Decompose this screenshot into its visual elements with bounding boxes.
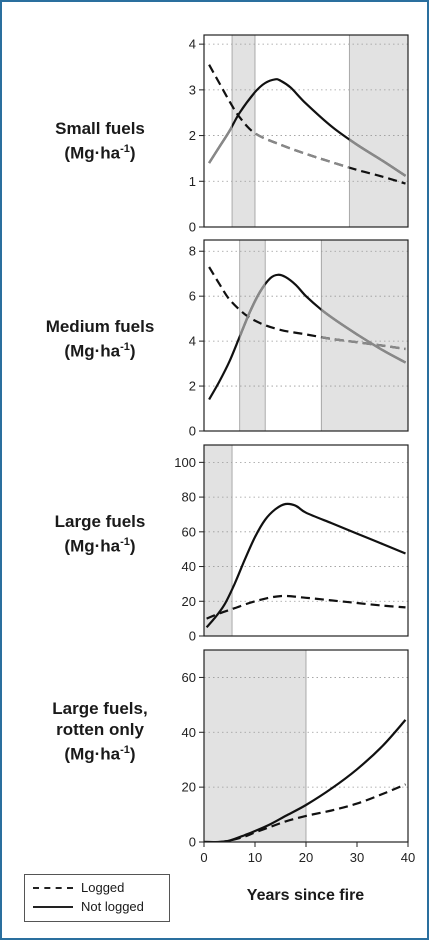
panel-title: Small fuels (55, 119, 145, 138)
y-tick-label: 6 (189, 289, 196, 304)
y-tick-label: 100 (174, 455, 196, 470)
panel-unit: (Mg·ha-1) (64, 744, 136, 764)
solid-line-swatch (33, 906, 73, 908)
x-tick-label: 10 (248, 850, 262, 865)
y-tick-label: 0 (189, 835, 196, 850)
panel-unit: (Mg·ha-1) (64, 536, 136, 556)
y-tick-label: 4 (189, 334, 196, 349)
panel-title: Medium fuels (45, 317, 155, 336)
panel-title: Large fuels (54, 512, 146, 531)
panel-label-large-rotten: Large fuels, rotten only (Mg·ha-1) (5, 698, 195, 765)
series-line-logged (206, 594, 406, 620)
panel-label-small-fuels: Small fuels (Mg·ha-1) (5, 118, 195, 164)
y-tick-label: 20 (182, 780, 196, 795)
y-tick-label: 80 (182, 490, 196, 505)
legend-label-logged: Logged (81, 880, 125, 895)
y-tick-label: 2 (189, 128, 196, 143)
shaded-region (203, 444, 233, 637)
y-tick-label: 0 (189, 424, 196, 439)
series-line-gray-segment (208, 123, 233, 164)
y-tick-label: 60 (182, 524, 196, 539)
y-tick-label: 40 (182, 559, 196, 574)
panel-label-large-fuels: Large fuels (Mg·ha-1) (5, 511, 195, 557)
series-line-gray-segment (321, 335, 406, 351)
y-tick-label: 3 (189, 82, 196, 97)
legend-item-not-logged: Not logged (33, 898, 144, 916)
y-tick-label: 0 (189, 629, 196, 644)
series-line-logged (208, 64, 406, 185)
shaded-region (348, 34, 409, 228)
legend-label-not-logged: Not logged (81, 899, 144, 914)
y-tick-label: 0 (189, 220, 196, 235)
shaded-region (231, 34, 256, 228)
y-tick-label: 2 (189, 379, 196, 394)
series-line-logged (204, 783, 406, 842)
panel-unit: (Mg·ha-1) (64, 143, 136, 163)
legend-item-logged: Logged (33, 879, 124, 897)
panel-title-line2: rotten only (56, 720, 144, 739)
panel-unit: (Mg·ha-1) (64, 341, 136, 361)
y-tick-label: 60 (182, 670, 196, 685)
legend: Logged Not logged (24, 874, 170, 922)
shaded-region (203, 649, 307, 843)
x-tick-label: 0 (200, 850, 207, 865)
y-tick-label: 20 (182, 594, 196, 609)
y-tick-label: 8 (189, 244, 196, 259)
panel-title: Large fuels, (52, 699, 148, 718)
series-line-not-logged (205, 502, 406, 629)
x-tick-label: 30 (350, 850, 364, 865)
x-tick-label: 20 (299, 850, 313, 865)
series-line-gray-segment (321, 308, 407, 364)
shaded-region (239, 239, 266, 432)
y-tick-label: 4 (189, 37, 196, 52)
panel-border (203, 444, 409, 637)
x-tick-label: 40 (401, 850, 415, 865)
shaded-region (320, 239, 409, 432)
dashed-line-swatch (33, 887, 73, 889)
y-tick-label: 40 (182, 725, 196, 740)
panel-border (203, 239, 409, 432)
y-tick-label: 1 (189, 174, 196, 189)
series-line-gray-segment (349, 138, 407, 177)
series-line-not-logged (204, 719, 407, 842)
panel-border (203, 34, 409, 228)
x-axis-title: Years since fire (246, 887, 365, 904)
panel-label-medium-fuels: Medium fuels (Mg·ha-1) (5, 316, 195, 362)
